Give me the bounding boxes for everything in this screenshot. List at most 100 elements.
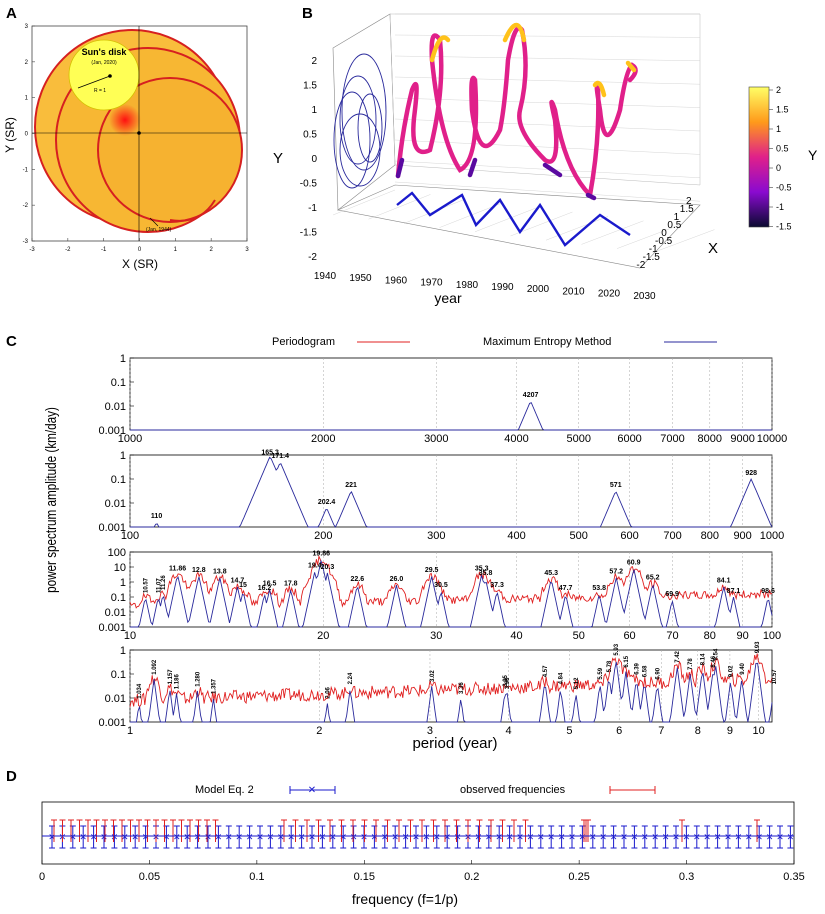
legend-observed-swatch bbox=[609, 786, 656, 794]
c-peak-label: 4207 bbox=[523, 392, 539, 399]
c-ytick-label: 1 bbox=[120, 645, 126, 657]
b-ytick-label: -2 bbox=[308, 252, 317, 263]
orbit-tail bbox=[169, 199, 216, 222]
b-xtick-label: -1 bbox=[649, 244, 658, 255]
c-xtick-label: 5000 bbox=[566, 433, 590, 445]
d-model-point: ✕ bbox=[391, 832, 399, 842]
c-ytick-label: 0.01 bbox=[105, 401, 126, 413]
c-subplot-2: 100 200 300 400 500 600 700 800 900 1000 1 0.1 0.01 0… bbox=[98, 450, 784, 542]
panel-label-c: C bbox=[6, 333, 17, 350]
c-peak-label: 26.0 bbox=[390, 576, 404, 583]
c-xtick-label: 60 bbox=[623, 630, 635, 642]
c-peak-label: 3.98 bbox=[505, 677, 511, 689]
c-peak-label: 5.59 bbox=[598, 667, 604, 679]
c-peak-label: 9.93 bbox=[755, 641, 761, 653]
disk-title: Sun's disk bbox=[82, 47, 128, 57]
b-gridline bbox=[394, 34, 701, 38]
c-peak-label: 6.90 bbox=[655, 667, 661, 679]
c-peak-label: 5.78 bbox=[607, 660, 613, 672]
disk-date: (Jan, 2020) bbox=[91, 60, 117, 66]
colorbar-label: Y bbox=[808, 147, 818, 163]
c-peak-label: 5.12 bbox=[574, 677, 580, 689]
panel-d: Model Eq. 2 ✕ observed frequencies ✕ ✕ ✕ ✕ ✕… bbox=[39, 784, 805, 907]
b-xtick-label: 1.5 bbox=[680, 204, 694, 215]
c-peak-label: 7.78 bbox=[688, 658, 694, 670]
c-peak-label: 6.15 bbox=[624, 655, 630, 667]
c-peak-label: 8.14 bbox=[700, 653, 706, 665]
c-xtick-label: 7000 bbox=[660, 433, 684, 445]
legend-observed: observed frequencies bbox=[460, 784, 566, 796]
d-xtick-label: 0.2 bbox=[464, 871, 479, 883]
b-floor-gridline bbox=[545, 216, 609, 241]
b-gridline bbox=[394, 181, 701, 202]
d-model-point: ✕ bbox=[495, 832, 503, 842]
b-floor-gridline bbox=[332, 189, 396, 216]
origin-dot bbox=[137, 131, 141, 135]
b-ytick-label: -1 bbox=[308, 203, 317, 214]
c-peak-label: 7.42 bbox=[675, 650, 681, 662]
d-model-point: ✕ bbox=[225, 832, 233, 842]
c-peak-label: 11.86 bbox=[169, 566, 186, 573]
b-ytick-label: 0 bbox=[311, 154, 317, 165]
c-xtick-label: 4 bbox=[505, 725, 511, 737]
c-periodogram-line bbox=[129, 653, 773, 707]
c-peak-label: 65.2 bbox=[646, 575, 660, 582]
c-peak-label: 11.07 bbox=[156, 578, 162, 593]
a-ytick-label: -1 bbox=[23, 167, 29, 173]
a-xtick-label: 3 bbox=[245, 247, 249, 253]
c-xtick-label: 400 bbox=[507, 530, 525, 542]
c-peak-label: 19.4 bbox=[308, 563, 322, 570]
legend-model: Model Eq. 2 bbox=[195, 784, 254, 796]
d-xtick-label: 0.35 bbox=[783, 871, 804, 883]
d-model-point: ✕ bbox=[641, 832, 649, 842]
a-xtick-label: -2 bbox=[65, 247, 71, 253]
c-xtick-label: 9000 bbox=[730, 433, 754, 445]
c-peak-label: 15 bbox=[239, 582, 247, 589]
panel-a-ylabel: Y (SR) bbox=[3, 117, 17, 153]
colorbar-tick-label: 2 bbox=[776, 85, 781, 95]
c-xtick-label: 2 bbox=[316, 725, 322, 737]
c-ytick-label: 0.001 bbox=[98, 425, 126, 437]
c-peak-label: 571 bbox=[610, 482, 622, 489]
c-xtick-label: 6000 bbox=[617, 433, 641, 445]
d-model-point: ✕ bbox=[433, 832, 441, 842]
svg-text:✕: ✕ bbox=[308, 785, 316, 796]
c-peak-label: 9.40 bbox=[740, 662, 746, 674]
c-xtick-label: 700 bbox=[663, 530, 681, 542]
c-peak-label: 45.3 bbox=[544, 570, 558, 577]
c-peak-label: 22.6 bbox=[351, 576, 365, 583]
d-model-point: ✕ bbox=[672, 832, 680, 842]
radius-label: R = 1 bbox=[94, 88, 106, 94]
d-model-point: ✕ bbox=[610, 832, 618, 842]
colorbar-tick-label: -1 bbox=[776, 202, 784, 212]
d-model-point: ✕ bbox=[194, 832, 202, 842]
d-model-point: ✕ bbox=[745, 832, 753, 842]
c-peak-label: 69.9 bbox=[665, 591, 679, 598]
a-ytick-label: -2 bbox=[23, 203, 29, 209]
d-model-point: ✕ bbox=[204, 832, 212, 842]
b-year-tick-label: 1990 bbox=[491, 282, 514, 293]
c-peak-label: 35.8 bbox=[479, 570, 493, 577]
c-peak-label: 16.2 bbox=[258, 585, 272, 592]
d-model-point: ✕ bbox=[329, 832, 337, 842]
d-model-point: ✕ bbox=[568, 832, 576, 842]
c-peak-label: 11.26 bbox=[161, 575, 167, 590]
b-year-tick-label: 2030 bbox=[633, 291, 656, 302]
b-xtick-label: 2 bbox=[686, 196, 692, 207]
panel-b: 21.510.50-0.5-1-1.5-2 1940 1950 1960 1970 19… bbox=[273, 13, 818, 306]
c-mem-line bbox=[130, 661, 773, 724]
a-ytick-label: -3 bbox=[23, 239, 29, 245]
d-model-point: ✕ bbox=[423, 832, 431, 842]
c-peak-label: 221 bbox=[345, 482, 357, 489]
d-model-point: ✕ bbox=[215, 832, 223, 842]
c-xtick-label: 200 bbox=[314, 530, 332, 542]
a-ytick-label: 0 bbox=[25, 132, 29, 138]
d-model-point: ✕ bbox=[79, 832, 87, 842]
c-peak-label: 12.8 bbox=[192, 567, 206, 574]
d-model-point: ✕ bbox=[527, 832, 535, 842]
b-ytick-label: 2 bbox=[311, 56, 317, 67]
c-peak-label: 928 bbox=[745, 470, 757, 477]
d-xtick-label: 0.15 bbox=[354, 871, 375, 883]
colorbar-tick-label: 0 bbox=[776, 163, 781, 173]
c-peak-label: 8.54 bbox=[714, 648, 720, 660]
